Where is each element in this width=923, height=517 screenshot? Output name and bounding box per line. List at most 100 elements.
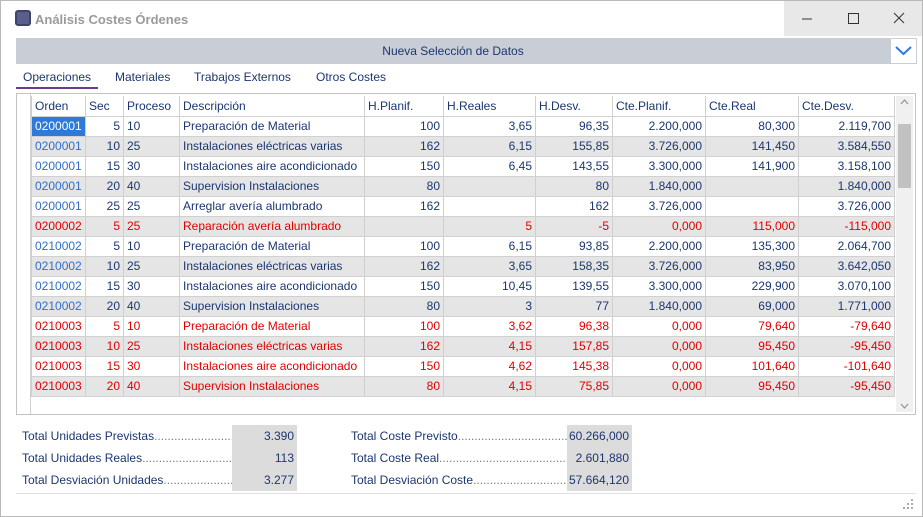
column-header[interactable]: H.Planif.: [364, 96, 444, 117]
column-header[interactable]: Cte.Planif.: [612, 96, 706, 117]
table-cell[interactable]: 80: [364, 175, 444, 197]
table-cell[interactable]: 1.840,000: [612, 295, 706, 317]
table-cell[interactable]: Instalaciones aire acondicionado: [179, 355, 365, 377]
table-cell[interactable]: 2.064,700: [798, 235, 895, 257]
table-cell[interactable]: 0200001: [31, 115, 86, 137]
minimize-button[interactable]: [784, 1, 830, 36]
column-header[interactable]: H.Reales: [443, 96, 536, 117]
table-cell[interactable]: Arreglar avería alumbrado: [179, 195, 365, 217]
column-header[interactable]: Cte.Real: [705, 96, 799, 117]
table-cell[interactable]: 75,85: [535, 375, 613, 397]
column-header[interactable]: Sec: [85, 96, 124, 117]
table-cell[interactable]: 80: [364, 295, 444, 317]
table-cell[interactable]: 25: [123, 135, 180, 157]
table-cell[interactable]: 3.300,000: [612, 155, 706, 177]
table-cell[interactable]: 0210003: [31, 375, 86, 397]
table-cell[interactable]: 30: [123, 275, 180, 297]
table-cell[interactable]: 40: [123, 375, 180, 397]
table-cell[interactable]: Instalaciones eléctricas varias: [179, 255, 365, 277]
column-header[interactable]: Descripción: [179, 96, 365, 117]
scrollbar[interactable]: [896, 96, 913, 412]
table-cell[interactable]: 15: [85, 355, 124, 377]
table-cell[interactable]: 1.840,000: [612, 175, 706, 197]
table-cell[interactable]: -5: [535, 215, 613, 237]
table-cell[interactable]: 40: [123, 175, 180, 197]
table-cell[interactable]: 0210002: [31, 235, 86, 257]
table-cell[interactable]: 0200001: [31, 135, 86, 157]
table-cell[interactable]: 0,000: [612, 375, 706, 397]
table-cell[interactable]: Preparación de Material: [179, 115, 365, 137]
table-cell[interactable]: 162: [364, 135, 444, 157]
table-cell[interactable]: 96,38: [535, 315, 613, 337]
table-cell[interactable]: 10: [85, 335, 124, 357]
table-cell[interactable]: 80: [535, 175, 613, 197]
table-cell[interactable]: 0210003: [31, 335, 86, 357]
table-cell[interactable]: 3,65: [443, 255, 536, 277]
table-cell[interactable]: 158,35: [535, 255, 613, 277]
table-cell[interactable]: 0,000: [612, 315, 706, 337]
table-cell[interactable]: 25: [123, 215, 180, 237]
table-cell[interactable]: 6,15: [443, 235, 536, 257]
table-cell[interactable]: Preparación de Material: [179, 235, 365, 257]
table-cell[interactable]: 145,38: [535, 355, 613, 377]
table-cell[interactable]: 0210002: [31, 295, 86, 317]
table-cell[interactable]: Instalaciones aire acondicionado: [179, 275, 365, 297]
table-cell[interactable]: 100: [364, 315, 444, 337]
table-cell[interactable]: 0210003: [31, 355, 86, 377]
table-cell[interactable]: 2.200,000: [612, 235, 706, 257]
table-cell[interactable]: Reparación avería alumbrado: [179, 215, 365, 237]
table-cell[interactable]: [443, 175, 536, 197]
table-cell[interactable]: 3.726,000: [798, 195, 895, 217]
table-cell[interactable]: 5: [85, 215, 124, 237]
table-cell[interactable]: 100: [364, 115, 444, 137]
table-row[interactable]: 0210002 10 25 Instalaciones eléctricas vari…: [31, 255, 895, 277]
table-cell[interactable]: 10: [123, 315, 180, 337]
table-cell[interactable]: Instalaciones aire acondicionado: [179, 155, 365, 177]
table-cell[interactable]: 10: [123, 235, 180, 257]
table-cell[interactable]: 100: [364, 235, 444, 257]
table-cell[interactable]: 5: [85, 315, 124, 337]
table-cell[interactable]: 25: [123, 335, 180, 357]
table-cell[interactable]: 10: [123, 115, 180, 137]
table-row[interactable]: 0200001 5 10 Preparación de Material 100 3,65…: [31, 115, 895, 137]
table-cell[interactable]: 162: [364, 335, 444, 357]
table-cell[interactable]: Supervision Instalaciones: [179, 175, 365, 197]
table-cell[interactable]: 0210002: [31, 255, 86, 277]
table-cell[interactable]: 2.119,700: [798, 115, 895, 137]
table-cell[interactable]: 141,450: [705, 135, 799, 157]
table-cell[interactable]: 5: [443, 215, 536, 237]
table-cell[interactable]: 3.726,000: [612, 255, 706, 277]
table-cell[interactable]: [705, 175, 799, 197]
table-row[interactable]: 0200001 15 30 Instalaciones aire acondicion…: [31, 155, 895, 177]
table-cell[interactable]: 3.070,100: [798, 275, 895, 297]
table-cell[interactable]: 80: [364, 375, 444, 397]
table-cell[interactable]: 0200001: [31, 175, 86, 197]
table-cell[interactable]: 3.726,000: [612, 195, 706, 217]
tab[interactable]: Otros Costes: [316, 70, 387, 84]
table-cell[interactable]: 95,450: [705, 375, 799, 397]
table-cell[interactable]: 6,45: [443, 155, 536, 177]
table-cell[interactable]: 6,15: [443, 135, 536, 157]
table-cell[interactable]: Instalaciones eléctricas varias: [179, 135, 365, 157]
table-cell[interactable]: 1.840,000: [798, 175, 895, 197]
table-row[interactable]: 0210002 20 40 Supervision Instalaciones 80 3 7…: [31, 295, 895, 317]
table-cell[interactable]: Supervision Instalaciones: [179, 295, 365, 317]
table-cell[interactable]: 83,950: [705, 255, 799, 277]
table-cell[interactable]: 0200002: [31, 215, 86, 237]
table-cell[interactable]: [443, 195, 536, 217]
table-cell[interactable]: 115,000: [705, 215, 799, 237]
table-cell[interactable]: 20: [85, 295, 124, 317]
table-row[interactable]: 0210002 15 30 Instalaciones aire acondicion…: [31, 275, 895, 297]
table-cell[interactable]: 141,900: [705, 155, 799, 177]
table-cell[interactable]: 1.771,000: [798, 295, 895, 317]
tab[interactable]: Trabajos Externos: [194, 70, 291, 84]
table-cell[interactable]: 40: [123, 295, 180, 317]
table-row[interactable]: 0210003 20 40 Supervision Instalaciones 80 4,…: [31, 375, 895, 397]
table-cell[interactable]: 5: [85, 235, 124, 257]
table-cell[interactable]: 3.642,050: [798, 255, 895, 277]
table-cell[interactable]: Supervision Instalaciones: [179, 375, 365, 397]
table-cell[interactable]: 95,450: [705, 335, 799, 357]
table-cell[interactable]: 229,900: [705, 275, 799, 297]
table-cell[interactable]: 155,85: [535, 135, 613, 157]
column-header[interactable]: Orden: [31, 96, 86, 117]
